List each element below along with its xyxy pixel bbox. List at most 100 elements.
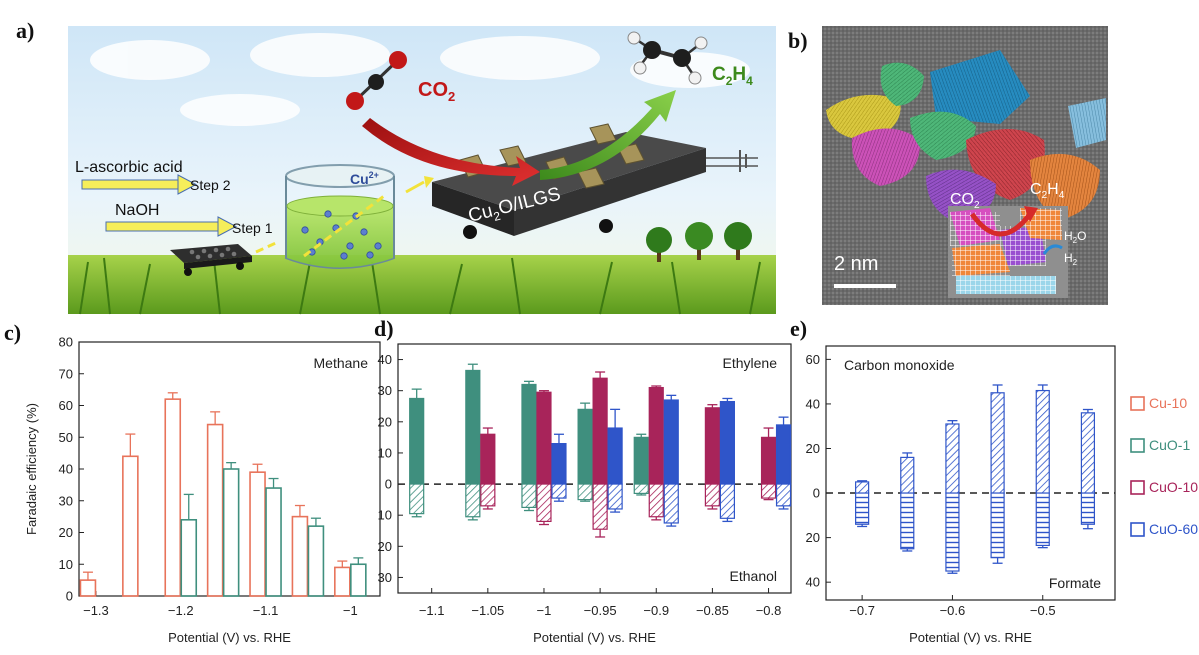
bar — [249, 471, 266, 597]
y-tick-label: 40 — [806, 396, 820, 411]
bar — [760, 483, 777, 499]
panel-a: a) L-ascorbic acid Step — [16, 18, 776, 315]
y-tick-label: 0 — [66, 589, 73, 604]
y-tick-label: 20 — [378, 414, 392, 429]
x-tick-label: −1.1 — [419, 603, 445, 618]
chart-annotation-bottom: Formate — [1049, 575, 1101, 591]
tem-c2h4-label: C2H4 — [1030, 181, 1065, 201]
legend: Cu-10 CuO-1 CuO-10 CuO-60 — [1130, 395, 1198, 537]
y-tick-label: 40 — [59, 462, 73, 477]
x-tick-label: −0.85 — [696, 603, 729, 618]
bar — [480, 433, 496, 485]
y-tick-label: 20 — [378, 539, 392, 554]
bar — [719, 483, 736, 519]
legend-swatch — [1130, 480, 1145, 495]
bar — [222, 468, 240, 597]
chart-e-co-formate: 40 20 0 20 40 60 −0.7 −0.6 −0.5 Carbon monoxide Fo… — [806, 345, 1116, 645]
clouds — [90, 33, 750, 126]
tem-inset — [948, 206, 1068, 298]
panel-d-label: d) — [374, 316, 394, 341]
x-tick-label: −1 — [343, 603, 358, 618]
bar — [775, 483, 792, 507]
x-tick-label: −1.3 — [83, 603, 109, 618]
y-tick-label: 60 — [59, 398, 73, 413]
chart-annotation: Methane — [314, 355, 369, 371]
bar — [648, 386, 664, 485]
step1-reagent: NaOH — [115, 202, 159, 219]
x-tick-label: −0.5 — [1030, 603, 1056, 618]
bar — [704, 407, 721, 485]
y-tick-label: 50 — [59, 430, 73, 445]
y-tick-label: 10 — [378, 445, 392, 460]
bar — [536, 391, 552, 485]
bar — [648, 483, 664, 518]
bar — [480, 483, 496, 507]
step1-label: Step 1 — [232, 220, 273, 236]
bar — [577, 408, 593, 485]
step1-arrow — [105, 216, 238, 237]
bar — [79, 579, 97, 597]
dashed-arrow-2-head — [424, 176, 434, 188]
bar — [719, 400, 736, 485]
bar — [307, 525, 325, 597]
bar — [577, 483, 593, 501]
legend-swatch — [1130, 522, 1145, 537]
grass-ground — [68, 255, 776, 314]
x-axis-title: Potential (V) vs. RHE — [533, 630, 656, 645]
y-axis-title: Faradaic efficiency (%) — [24, 403, 39, 535]
x-tick-label: −1 — [537, 603, 552, 618]
bar — [592, 483, 608, 530]
cu-ion-label: Cu2+ — [350, 170, 379, 187]
trees — [646, 222, 752, 262]
bar — [760, 436, 777, 485]
y-tick-label: 30 — [378, 383, 392, 398]
y-tick-label: 80 — [59, 335, 73, 350]
legend-label: CuO-10 — [1149, 479, 1198, 495]
x-tick-label: −1.2 — [168, 603, 194, 618]
graphene-tray-icon — [170, 244, 252, 276]
co2-arrow — [362, 118, 540, 186]
y-tick-label: 40 — [806, 575, 820, 590]
legend-label: CuO-1 — [1149, 437, 1190, 453]
step2-arrow — [81, 174, 198, 195]
chart-annotation-bottom: Ethanol — [730, 568, 777, 584]
x-tick-label: −1.1 — [253, 603, 279, 618]
y-tick-label: 30 — [378, 570, 392, 585]
legend-swatch — [1130, 396, 1145, 411]
bar — [775, 424, 792, 485]
bar — [551, 483, 567, 499]
y-tick-label: 0 — [385, 477, 392, 492]
co2-molecule-icon — [346, 51, 407, 110]
bar — [521, 383, 537, 485]
chart-c-methane: 0 10 20 30 40 50 60 70 80 −1.3 −1.2 −1.1 −1 Methane Po… — [24, 335, 381, 645]
bar — [551, 443, 567, 485]
dashed-arrow-1 — [255, 240, 279, 254]
x-tick-label: −0.8 — [756, 603, 782, 618]
panel-a-label: a) — [16, 18, 34, 43]
step2-label: Step 2 — [190, 177, 231, 193]
x-tick-label: −0.9 — [643, 603, 669, 618]
y-tick-label: 10 — [378, 508, 392, 523]
x-tick-label: −0.7 — [849, 603, 875, 618]
bar — [1035, 492, 1050, 547]
bar — [350, 563, 367, 597]
c2h4-label: C2H4 — [712, 64, 753, 88]
bar — [521, 483, 537, 509]
bar — [409, 397, 425, 485]
bar — [663, 483, 679, 524]
panel-c-label: c) — [4, 320, 21, 345]
tem-scale-bar — [834, 284, 896, 288]
bar — [334, 566, 351, 597]
bar — [1080, 492, 1096, 525]
bar — [945, 492, 960, 572]
bar — [945, 423, 960, 494]
legend-swatch — [1130, 438, 1145, 453]
chart-e-frame — [825, 345, 1116, 601]
bar — [900, 492, 915, 550]
x-axis-title: Potential (V) vs. RHE — [168, 630, 291, 645]
tem-h2o-label: H2O — [1064, 229, 1086, 245]
y-tick-label: 0 — [813, 486, 820, 501]
bar — [465, 483, 481, 518]
c2h4-arrow — [540, 90, 676, 180]
legend-label: Cu-10 — [1149, 395, 1187, 411]
